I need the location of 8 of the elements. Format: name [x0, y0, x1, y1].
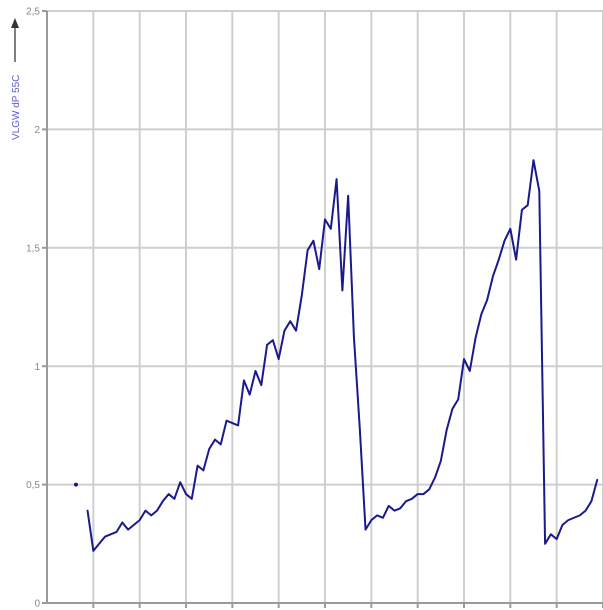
y-tick-label: 0,5 [26, 480, 40, 492]
line-series [86, 159, 598, 552]
y-axis-title: VLGW dP 55C [11, 74, 22, 140]
y-tick-label: 2,5 [26, 6, 40, 18]
y-tick-label: 1 [34, 362, 40, 373]
y-tick-label: 2 [34, 124, 40, 136]
y-tick-label: 1,5 [26, 243, 40, 254]
y-tick-label: 0 [34, 598, 40, 610]
